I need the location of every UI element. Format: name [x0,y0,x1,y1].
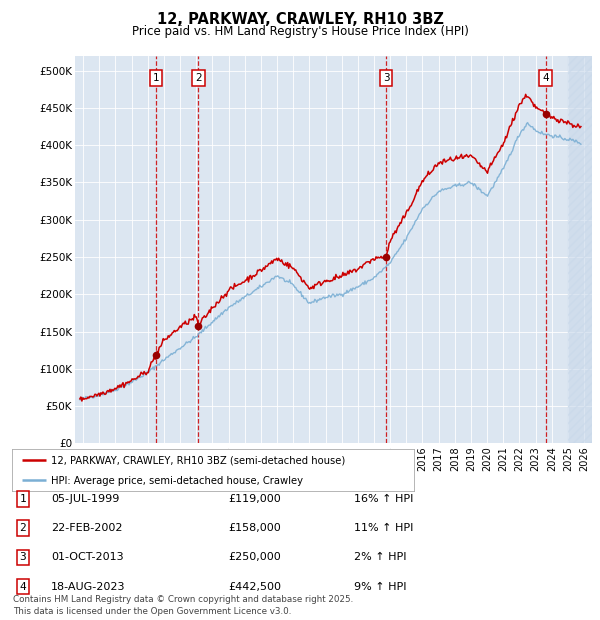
Text: Price paid vs. HM Land Registry's House Price Index (HPI): Price paid vs. HM Land Registry's House … [131,25,469,38]
Text: 18-AUG-2023: 18-AUG-2023 [51,582,125,591]
Text: £442,500: £442,500 [228,582,281,591]
Text: 12, PARKWAY, CRAWLEY, RH10 3BZ: 12, PARKWAY, CRAWLEY, RH10 3BZ [157,12,443,27]
Text: 4: 4 [542,73,549,83]
Text: 1: 1 [152,73,159,83]
Text: 2: 2 [19,523,26,533]
Text: £250,000: £250,000 [228,552,281,562]
Text: 2% ↑ HPI: 2% ↑ HPI [354,552,407,562]
Text: 05-JUL-1999: 05-JUL-1999 [51,494,119,504]
Text: 4: 4 [19,582,26,591]
Bar [568,56,600,443]
Text: 12, PARKWAY, CRAWLEY, RH10 3BZ (semi-detached house): 12, PARKWAY, CRAWLEY, RH10 3BZ (semi-det… [52,455,346,465]
Text: 11% ↑ HPI: 11% ↑ HPI [354,523,413,533]
Text: 01-OCT-2013: 01-OCT-2013 [51,552,124,562]
Text: 3: 3 [19,552,26,562]
Text: HPI: Average price, semi-detached house, Crawley: HPI: Average price, semi-detached house,… [52,476,304,485]
Text: £119,000: £119,000 [228,494,281,504]
Text: £158,000: £158,000 [228,523,281,533]
Text: 22-FEB-2002: 22-FEB-2002 [51,523,122,533]
Text: 3: 3 [383,73,389,83]
Text: 1: 1 [19,494,26,504]
Text: 16% ↑ HPI: 16% ↑ HPI [354,494,413,504]
Text: Contains HM Land Registry data © Crown copyright and database right 2025.
This d: Contains HM Land Registry data © Crown c… [13,595,353,616]
Text: 2: 2 [195,73,202,83]
Text: 9% ↑ HPI: 9% ↑ HPI [354,582,407,591]
